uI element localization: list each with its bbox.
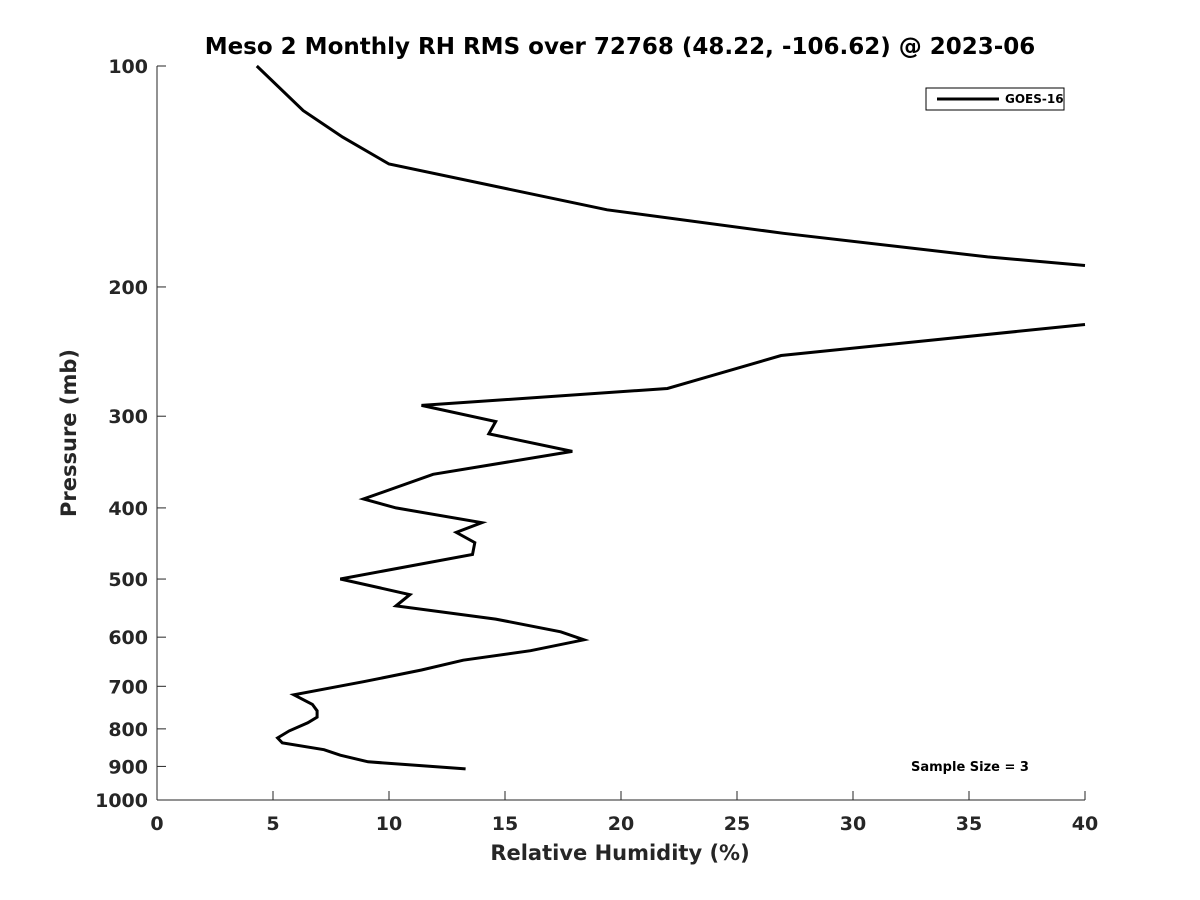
series-line xyxy=(255,64,1086,771)
y-tick-label: 400 xyxy=(108,498,148,520)
y-tick-label: 500 xyxy=(108,569,148,591)
y-tick-label: 700 xyxy=(108,676,148,698)
y-axis-title: Pressure (mb) xyxy=(57,349,81,517)
y-tick-label: 100 xyxy=(108,56,148,78)
x-tick-label: 40 xyxy=(1072,813,1098,835)
x-tick-label: 0 xyxy=(150,813,163,835)
y-tick-label: 800 xyxy=(108,719,148,741)
x-tick-label: 5 xyxy=(266,813,279,835)
y-tick-label: 900 xyxy=(108,756,148,778)
x-tick-label: 35 xyxy=(956,813,982,835)
x-axis-title: Relative Humidity (%) xyxy=(490,841,749,865)
x-tick-label: 30 xyxy=(840,813,866,835)
y-tick-label: 200 xyxy=(108,277,148,299)
x-tick-label: 25 xyxy=(724,813,750,835)
axes: 0 5 10 15 20 25 30 35 40 100 200 300 400 500 600 700 800… xyxy=(95,56,1098,835)
y-tick-label: 1000 xyxy=(95,790,148,812)
chart-title: Meso 2 Monthly RH RMS over 72768 (48.22,… xyxy=(205,34,1036,60)
series-group xyxy=(255,64,1086,771)
x-tick-label: 10 xyxy=(376,813,402,835)
y-tick-label: 600 xyxy=(108,627,148,649)
sample-size-annotation: Sample Size = 3 xyxy=(911,760,1029,775)
x-tick-label: 20 xyxy=(608,813,634,835)
y-tick-label: 300 xyxy=(108,406,148,428)
x-tick-label: 15 xyxy=(492,813,518,835)
legend-label: GOES-16 xyxy=(1005,92,1064,106)
legend: GOES-16 xyxy=(925,87,1065,111)
